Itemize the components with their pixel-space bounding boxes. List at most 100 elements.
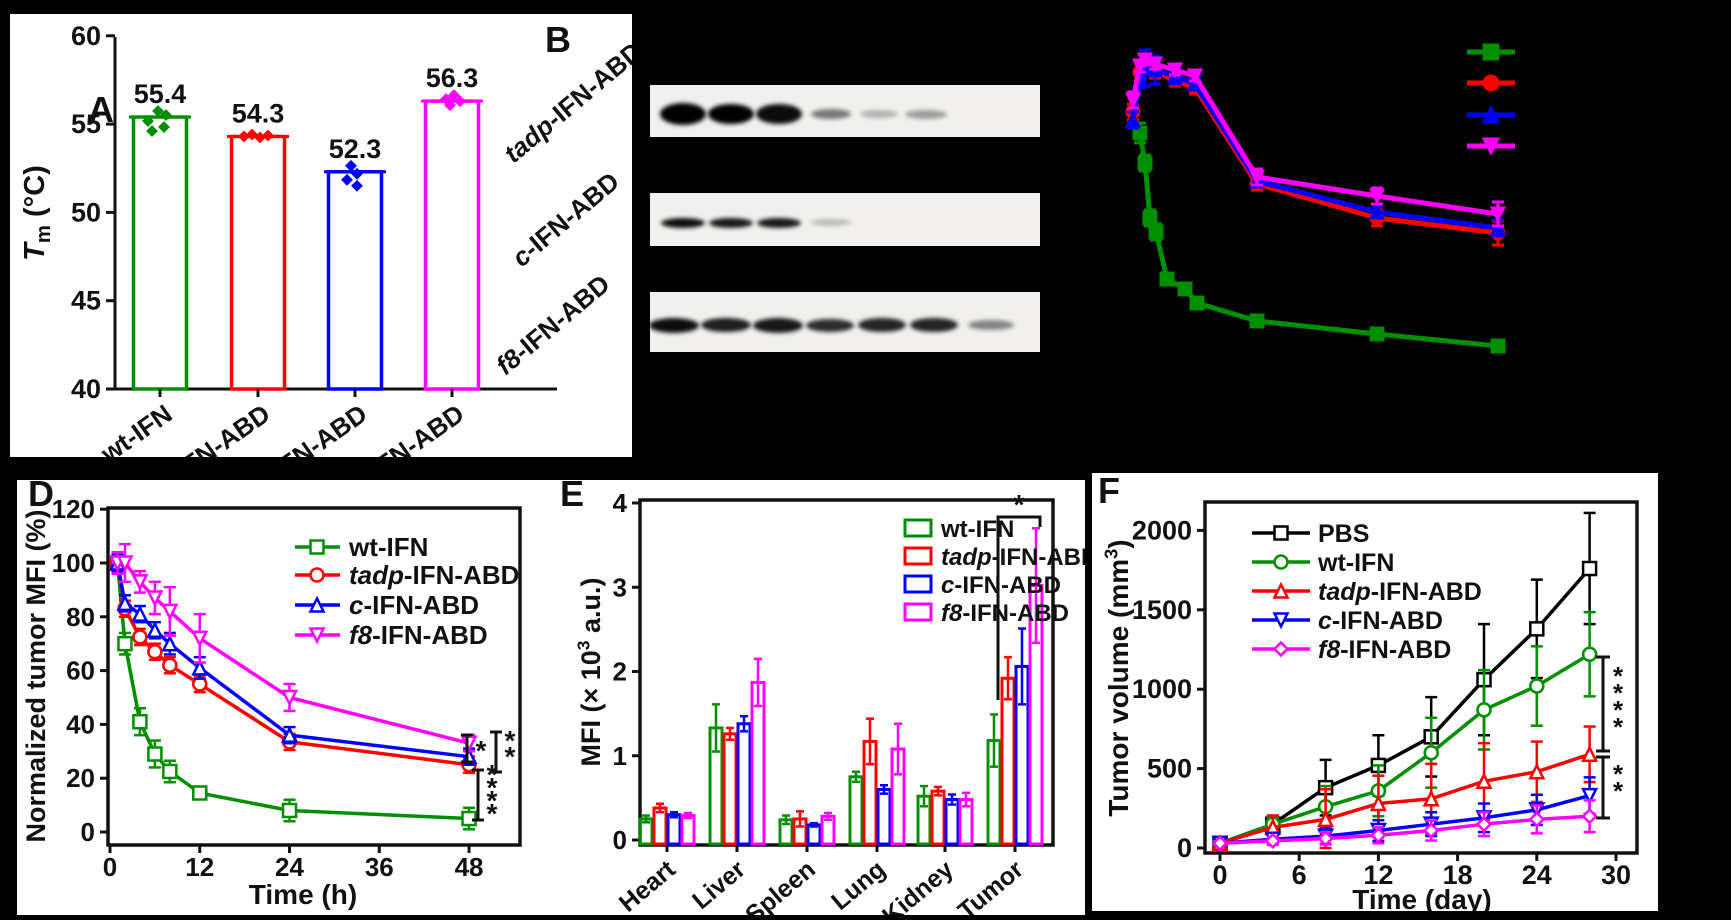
diamond-marker: [351, 179, 363, 192]
circle-marker: [1423, 744, 1439, 761]
triangle-up-marker: [1581, 745, 1599, 763]
square-marker: [1482, 43, 1500, 61]
y-tick-label: 60: [71, 21, 101, 51]
x-category-label: wt-IFN: [94, 398, 177, 457]
triangle-up-marker: [1368, 203, 1386, 220]
circle-marker: [1581, 646, 1598, 663]
y-tick-label: 0: [613, 825, 627, 855]
diamond-marker: [160, 109, 172, 121]
panel-d-letter: D: [28, 473, 54, 514]
y-axis-title: Tumor volume (mm3): [1101, 539, 1134, 816]
y-tick-label: 55: [71, 109, 101, 139]
legend-label: c-IFN-ABD: [1318, 607, 1443, 635]
legend-swatch: [903, 546, 933, 566]
bar-value-label: 52.3: [329, 134, 382, 164]
triangle-up-marker: [131, 604, 149, 622]
x-axis-title: Time (day): [1352, 884, 1492, 911]
triangle-up-marker: [1481, 105, 1501, 124]
bar: [1000, 676, 1016, 846]
y-tick-label: 1: [613, 741, 627, 771]
triangle-down-marker: [1489, 206, 1507, 223]
square-marker: [1189, 295, 1205, 311]
data-line: [1219, 814, 1590, 845]
triangle-down-marker: [1481, 137, 1501, 156]
circle-marker: [309, 567, 325, 583]
triangle-up-marker: [1489, 219, 1507, 236]
y-tick-label: 45: [71, 286, 101, 316]
triangle-down-marker: [308, 627, 326, 645]
square-marker: [1177, 281, 1193, 297]
gel-band: [910, 318, 958, 332]
y-tick-label: 80: [66, 602, 95, 632]
gel-band: [753, 317, 803, 333]
gel-band: [757, 217, 801, 228]
circle-marker: [132, 629, 148, 645]
triangle-down-marker: [161, 603, 179, 621]
x-tick-label: 12: [1363, 860, 1393, 890]
panel-a-letter: A: [88, 89, 114, 130]
data-line: [1219, 567, 1591, 845]
x-tick-label: 0: [1212, 860, 1227, 890]
diamond-marker: [246, 128, 258, 141]
triangle-down-marker: [1186, 68, 1204, 85]
square-marker: [132, 713, 148, 730]
legend-label: c-IFN-ABD: [941, 572, 1061, 599]
diamond-marker: [262, 129, 274, 142]
y-tick-label: 1000: [1132, 674, 1192, 704]
triangle-up-marker: [146, 620, 164, 638]
diamond-marker: [351, 167, 363, 180]
gel-band: [858, 318, 906, 332]
legend-label: c-IFN-ABD: [349, 590, 479, 620]
circle-marker: [162, 657, 178, 673]
y-tick-label: 4: [613, 488, 628, 518]
diamond-marker: [238, 130, 250, 143]
bar: [876, 787, 892, 846]
y-tick-label: 50: [71, 197, 101, 227]
triangle-down-marker: [1581, 787, 1599, 805]
legend-label: f8-IFN-ABD: [349, 620, 488, 650]
x-tick-label: 30: [1601, 860, 1631, 890]
legend-label: f8-IFN-ABD: [941, 600, 1069, 627]
gel-band: [661, 217, 705, 228]
bar: [666, 813, 682, 846]
square-marker: [1369, 326, 1385, 342]
square-marker: [1148, 224, 1164, 240]
legend-label: PBS: [1318, 520, 1369, 548]
triangle-down-marker: [146, 590, 164, 608]
gel-strip-1: [650, 193, 1040, 246]
x-tick-label: 48: [455, 852, 484, 882]
data-line: [1137, 132, 1499, 349]
x-tick-label: 24: [1522, 860, 1552, 890]
y-tick-label: 40: [66, 709, 95, 739]
gel-band: [701, 318, 751, 332]
triangle-down-marker: [131, 574, 149, 592]
bar: [930, 789, 946, 846]
gel-band: [709, 217, 753, 228]
x-tick-label: 0: [103, 852, 117, 882]
bar-value-label: 54.3: [232, 98, 285, 128]
gel-band: [968, 320, 1014, 330]
circle-marker: [1476, 702, 1492, 718]
square-marker: [1529, 621, 1545, 637]
square-marker: [1137, 155, 1153, 171]
legend-label: tadp-IFN-ABD: [1318, 578, 1482, 606]
y-tick-label: 60: [66, 656, 95, 686]
y-tick-label: 2000: [1132, 515, 1192, 545]
x-category-label: Kidney: [877, 855, 959, 915]
bar: [736, 722, 752, 846]
sig-stars: *: [1613, 661, 1624, 691]
circle-marker: [147, 644, 163, 660]
square-marker: [1273, 525, 1289, 541]
y-tick-label: 40: [71, 374, 101, 404]
sig-stars: *: [1014, 489, 1025, 520]
y-tick-label: 2: [613, 657, 627, 687]
gel-band: [708, 104, 754, 124]
triangle-down-marker: [1166, 62, 1184, 79]
bar: [944, 798, 960, 846]
panel-f-letter: F: [1098, 470, 1120, 511]
circle-marker: [1273, 554, 1289, 570]
legend-label: wt-IFN: [1317, 549, 1394, 577]
diamond-marker: [1581, 807, 1598, 825]
